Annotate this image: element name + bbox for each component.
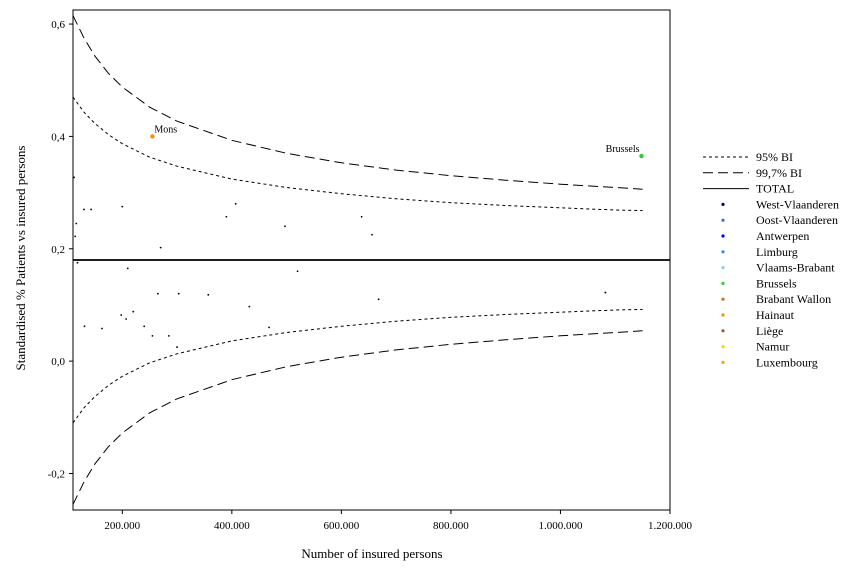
legend-label: Brabant Wallon — [756, 292, 831, 306]
legend-marker — [721, 313, 725, 317]
x-axis-title: Number of insured persons — [301, 546, 442, 561]
data-point — [121, 205, 124, 208]
data-point — [207, 293, 210, 296]
series-line-ci997 — [72, 15, 643, 190]
point-label: Mons — [154, 124, 177, 135]
x-tick-label: 600.000 — [324, 520, 360, 532]
data-point — [83, 208, 85, 211]
data-point — [167, 334, 170, 337]
x-tick-label: 400.000 — [214, 520, 250, 532]
data-point — [151, 334, 154, 337]
data-point — [604, 291, 607, 294]
x-tick-label: 200.000 — [104, 520, 140, 532]
legend-label: Limburg — [756, 245, 798, 259]
legend-marker — [721, 281, 725, 285]
y-axis-title: Standardised % Patients vs insured perso… — [13, 146, 28, 371]
data-point — [371, 233, 373, 236]
legend-label: Hainaut — [756, 308, 795, 322]
data-point — [377, 298, 380, 301]
y-tick-label: -0,2 — [48, 468, 65, 480]
data-point — [150, 134, 155, 139]
legend-label: Brussels — [756, 276, 797, 290]
legend-label: Vlaams-Brabant — [756, 261, 835, 275]
legend-marker — [721, 250, 725, 254]
point-label: Brussels — [606, 144, 640, 155]
data-point — [132, 310, 135, 313]
series-line-ci997 — [72, 330, 643, 505]
legend-label: Namur — [756, 340, 789, 354]
legend-marker — [721, 345, 725, 349]
data-point — [83, 325, 86, 328]
y-axis: -0,2 0,0 0,2 0,4 0,6 — [48, 19, 73, 480]
legend-label: West-Vlaanderen — [756, 197, 839, 211]
y-tick-label: 0,4 — [51, 131, 65, 143]
data-point — [75, 222, 78, 225]
series-line-ci95 — [72, 308, 643, 424]
data-point — [360, 215, 363, 218]
data-points — [73, 134, 644, 348]
point-annotations: Mons Brussels — [154, 124, 639, 155]
data-point — [176, 346, 178, 348]
data-point — [225, 215, 228, 218]
series-line-ci95 — [72, 96, 643, 212]
x-axis: 200.000 400.000 600.000 800.000 1.000.000 1.2… — [104, 510, 693, 532]
x-tick-label: 1.000.000 — [538, 520, 583, 532]
data-point — [639, 153, 644, 159]
data-point — [268, 326, 270, 329]
legend-label: Oost-Vlaanderen — [756, 213, 838, 227]
data-point — [143, 325, 146, 328]
data-point — [90, 208, 92, 211]
y-tick-label: 0,0 — [51, 356, 65, 368]
x-tick-label: 800.000 — [433, 520, 469, 532]
legend-label: Liège — [756, 324, 783, 338]
data-point — [248, 305, 251, 308]
x-tick-label: 1.200.000 — [648, 520, 693, 532]
legend-marker — [721, 266, 725, 270]
legend-label: 95% BI — [756, 150, 793, 164]
legend-label: Luxembourg — [756, 355, 818, 369]
data-point — [73, 176, 75, 179]
legend-marker — [721, 360, 725, 364]
data-point — [101, 327, 103, 330]
data-point — [156, 292, 159, 295]
confidence-bands — [72, 15, 643, 505]
legend-marker — [721, 218, 725, 222]
data-point — [74, 235, 77, 238]
data-point — [296, 270, 299, 273]
y-tick-label: 0,2 — [51, 244, 65, 256]
data-point — [126, 267, 129, 270]
legend-label: TOTAL — [756, 182, 794, 196]
legend-marker — [721, 329, 725, 333]
data-point — [125, 318, 128, 320]
data-point — [120, 314, 123, 316]
legend-marker — [721, 297, 725, 301]
legend-marker — [721, 234, 725, 238]
y-tick-label: 0,6 — [51, 19, 65, 31]
data-point — [177, 292, 180, 295]
data-point — [159, 246, 162, 249]
data-point — [284, 225, 286, 228]
legend-marker — [721, 202, 725, 206]
data-point — [76, 261, 79, 264]
legend-label: Antwerpen — [756, 229, 809, 243]
legend-label: 99,7% BI — [756, 166, 802, 180]
data-point — [234, 202, 237, 205]
